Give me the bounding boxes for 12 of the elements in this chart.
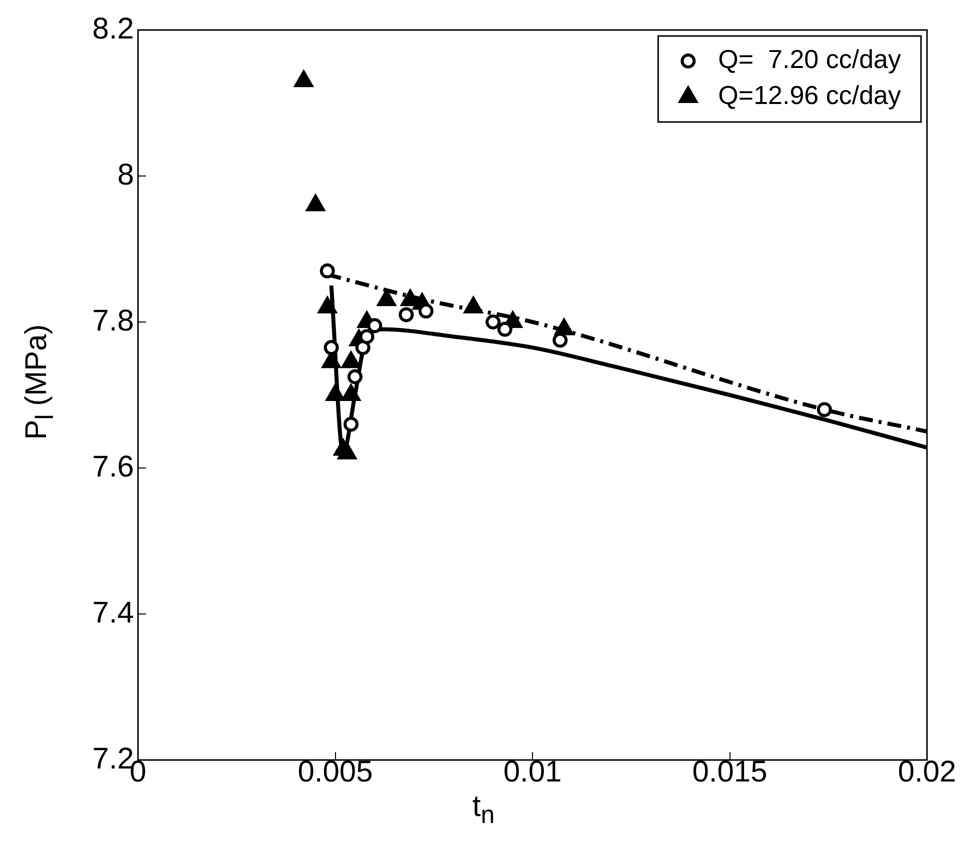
y-tick-label: 7.4 xyxy=(92,596,134,630)
x-tick-label: 0.005 xyxy=(298,755,373,788)
x-tick-label: 0.01 xyxy=(503,755,562,788)
x-tick-label: 0.02 xyxy=(898,755,956,788)
y-tick-label: 7.6 xyxy=(92,450,134,484)
x-axis-title: t$_{n}$ xyxy=(471,790,496,830)
y-tick-label: 8.2 xyxy=(92,12,134,46)
legend-label: Q=12.96 cc/day xyxy=(718,80,902,110)
y-tick-label: 7.8 xyxy=(92,304,134,338)
legend-label: Q= 7.20 cc/day xyxy=(718,44,901,74)
x-tick-label: 0.015 xyxy=(692,755,768,788)
y-tick-label: 8 xyxy=(117,158,134,192)
